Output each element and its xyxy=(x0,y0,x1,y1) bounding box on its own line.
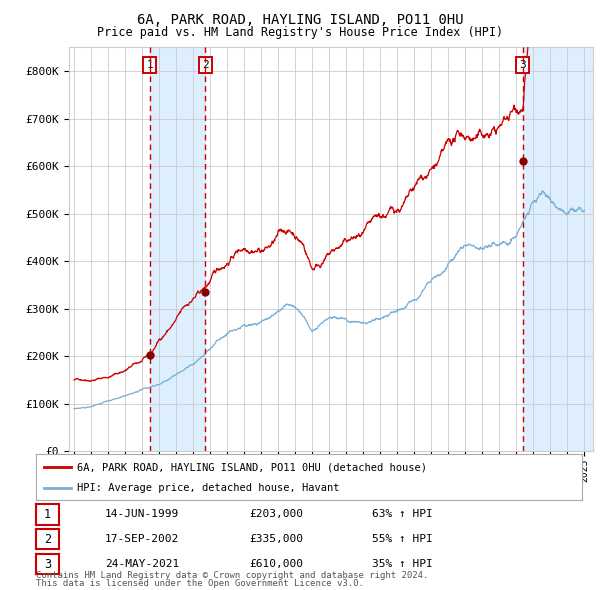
Text: 6A, PARK ROAD, HAYLING ISLAND, PO11 0HU: 6A, PARK ROAD, HAYLING ISLAND, PO11 0HU xyxy=(137,13,463,27)
Text: HPI: Average price, detached house, Havant: HPI: Average price, detached house, Hava… xyxy=(77,483,340,493)
Text: 1: 1 xyxy=(146,60,153,70)
Text: This data is licensed under the Open Government Licence v3.0.: This data is licensed under the Open Gov… xyxy=(36,579,364,588)
Text: £610,000: £610,000 xyxy=(249,559,303,569)
Text: Contains HM Land Registry data © Crown copyright and database right 2024.: Contains HM Land Registry data © Crown c… xyxy=(36,571,428,580)
Text: Price paid vs. HM Land Registry's House Price Index (HPI): Price paid vs. HM Land Registry's House … xyxy=(97,26,503,39)
Text: 24-MAY-2021: 24-MAY-2021 xyxy=(105,559,179,569)
Text: 3: 3 xyxy=(44,558,51,571)
Text: 3: 3 xyxy=(520,60,526,70)
Text: 2: 2 xyxy=(202,60,209,70)
Text: 1: 1 xyxy=(44,508,51,521)
Text: 14-JUN-1999: 14-JUN-1999 xyxy=(105,510,179,519)
Bar xyxy=(150,47,205,451)
Bar xyxy=(523,47,593,451)
Text: 55% ↑ HPI: 55% ↑ HPI xyxy=(372,535,433,544)
Text: 17-SEP-2002: 17-SEP-2002 xyxy=(105,535,179,544)
Text: 6A, PARK ROAD, HAYLING ISLAND, PO11 0HU (detached house): 6A, PARK ROAD, HAYLING ISLAND, PO11 0HU … xyxy=(77,462,427,472)
Text: 35% ↑ HPI: 35% ↑ HPI xyxy=(372,559,433,569)
Text: £335,000: £335,000 xyxy=(249,535,303,544)
Text: £203,000: £203,000 xyxy=(249,510,303,519)
Text: 2: 2 xyxy=(44,533,51,546)
Text: 63% ↑ HPI: 63% ↑ HPI xyxy=(372,510,433,519)
